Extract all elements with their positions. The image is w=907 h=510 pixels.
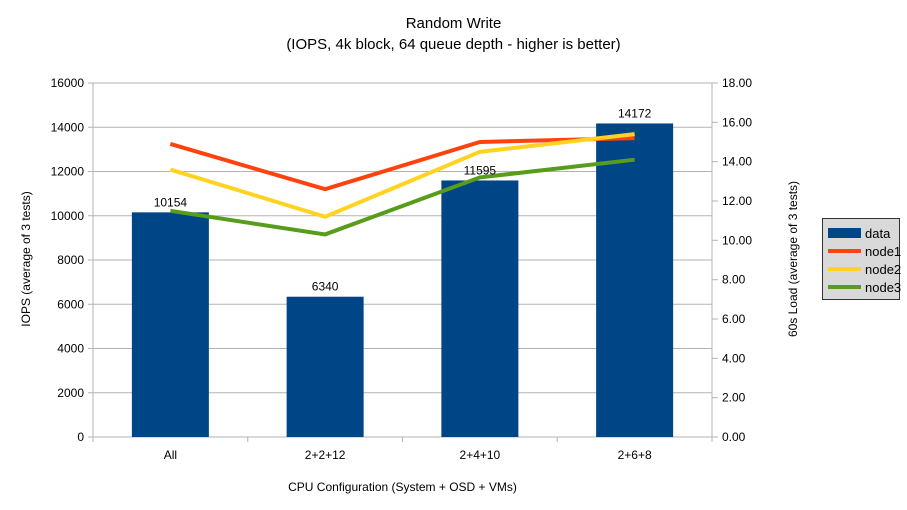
y-axis-right-tick-label: 10.00 [722, 233, 752, 247]
legend-swatch-node2 [828, 267, 861, 271]
bar-2+4+10 [441, 180, 519, 437]
y-axis-right-tick-label: 6.00 [722, 312, 746, 326]
legend-label-node3: node3 [865, 279, 902, 295]
y-axis-left-tick-label: 4000 [57, 342, 84, 356]
legend: data node1 node2 node3 [822, 218, 902, 300]
x-axis-category-label: 2+4+10 [460, 448, 501, 462]
x-axis-title: CPU Configuration (System + OSD + VMs) [288, 480, 517, 494]
y-axis-right-tick-label: 18.00 [722, 76, 752, 90]
y-axis-left-tick-label: 10000 [51, 209, 85, 223]
legend-label-node2: node2 [865, 261, 902, 277]
y-axis-right-tick-label: 0.00 [722, 430, 746, 444]
y-axis-right-tick-label: 14.00 [722, 155, 752, 169]
y-axis-title-right: 60s Load (average of 3 tests) [786, 180, 800, 338]
legend-swatch-node3 [828, 285, 861, 289]
y-axis-left-tick-label: 2000 [57, 386, 84, 400]
bar-2+2+12 [286, 296, 364, 437]
legend-item-node3: node3 [828, 278, 902, 296]
bar-label: 6340 [312, 280, 339, 294]
y-axis-left-tick-label: 6000 [57, 297, 84, 311]
y-axis-left-tick-label: 8000 [57, 253, 84, 267]
legend-label-node1: node1 [865, 243, 902, 259]
series-line-node2 [169, 132, 635, 219]
series-line-node1 [169, 136, 635, 192]
bar-label: 10154 [154, 195, 188, 209]
bar-All [131, 212, 209, 437]
x-axis-category-label: 2+6+8 [618, 448, 652, 462]
y-axis-right-tick-label: 12.00 [722, 194, 752, 208]
legend-item-data: data [828, 224, 899, 242]
y-axis-left-tick-label: 14000 [51, 120, 85, 134]
bar-2+6+8 [596, 123, 674, 437]
y-axis-title-left: IOPS (average of 3 tests) [19, 191, 33, 327]
legend-swatch-node1 [828, 249, 861, 253]
chart-title: Random Write [405, 15, 502, 32]
x-axis-category-label: All [164, 448, 177, 462]
series-line-node3 [170, 157, 635, 237]
bar-label: 11595 [464, 163, 497, 177]
chart-subtitle: (IOPS, 4k block, 64 queue depth - higher… [286, 36, 621, 53]
y-axis-right-tick-label: 16.00 [722, 115, 752, 129]
y-axis-left-tick-label: 0 [77, 430, 84, 444]
legend-swatch-data [828, 228, 861, 238]
legend-item-node1: node1 [828, 242, 902, 260]
y-axis-left-tick-label: 16000 [51, 76, 85, 90]
x-axis-category-label: 2+2+12 [305, 448, 346, 462]
legend-label-data: data [865, 225, 891, 241]
bar-label: 14172 [618, 106, 652, 120]
y-axis-right-tick-label: 4.00 [722, 351, 746, 365]
y-axis-right-tick-label: 2.00 [722, 391, 746, 405]
y-axis-left-tick-label: 12000 [51, 165, 85, 179]
legend-item-node2: node2 [828, 260, 902, 278]
y-axis-right-tick-label: 8.00 [722, 273, 746, 287]
